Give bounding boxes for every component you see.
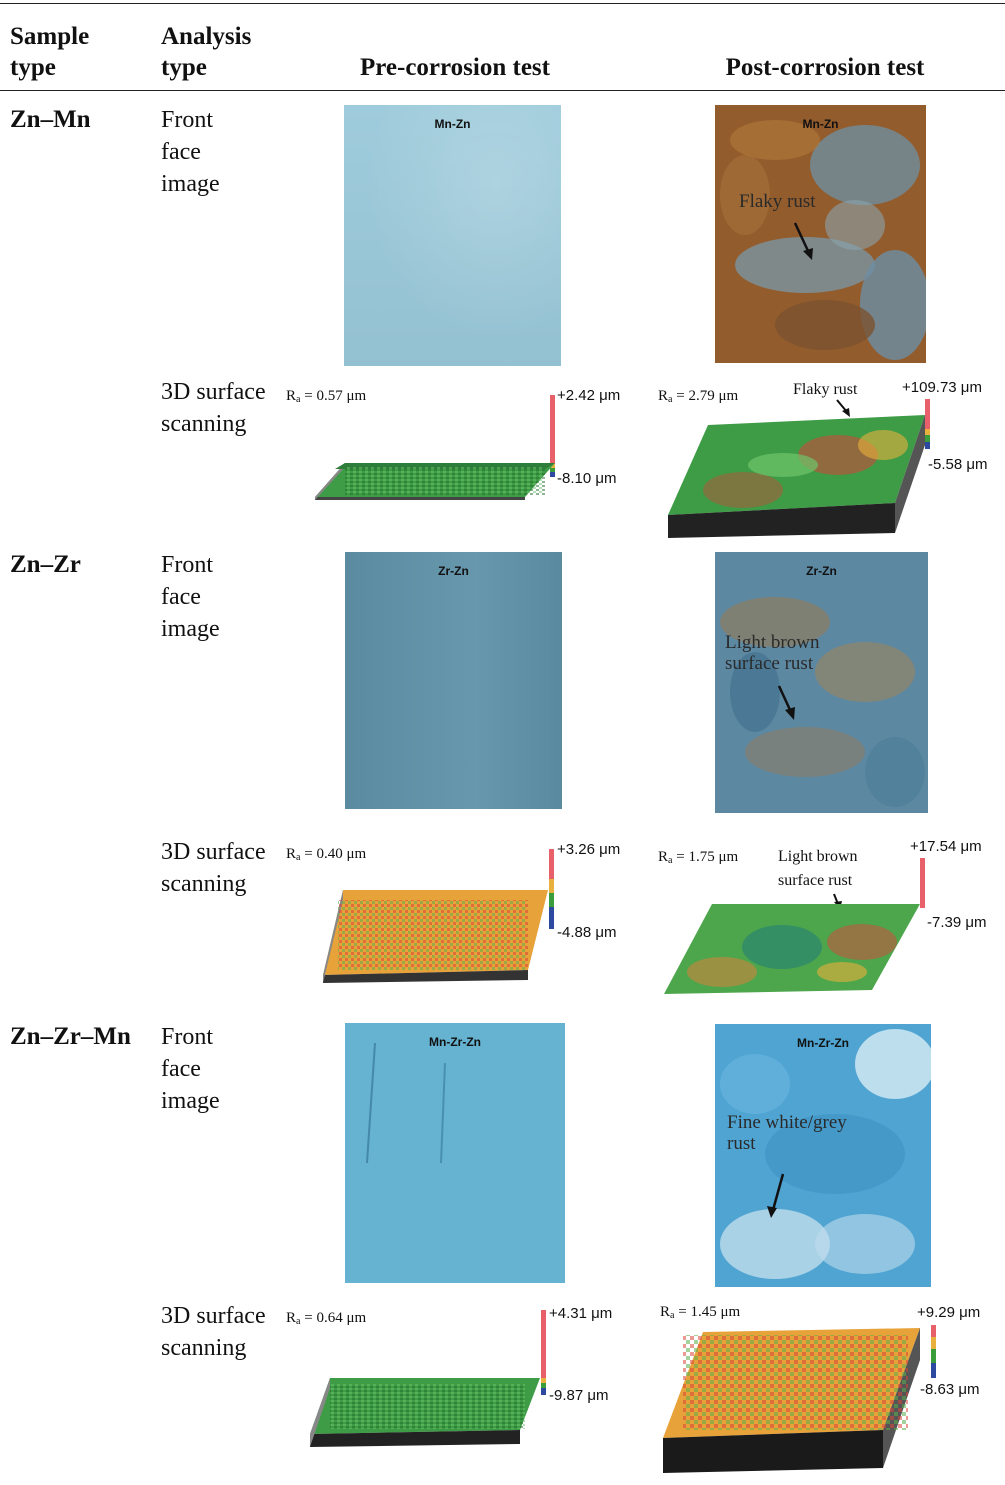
analysis-3d-scan-2: 3D surface scanning	[161, 839, 266, 897]
colorbar-pre-2	[549, 849, 554, 929]
pre-photo-zn-zr-mn: Mn-Zr-Zn	[345, 1023, 565, 1283]
surface-plot-pre-3	[310, 1378, 540, 1447]
pre-photo-label: Zr-Zn	[438, 564, 469, 578]
pre-max-2: +3.26 μm	[557, 841, 621, 858]
surface-plot-post-1	[668, 415, 925, 538]
post-photo-zn-zr: Zr-Zn Light brown surface rust	[715, 552, 928, 813]
analysis-3d-scan-3: 3D surface scanning	[161, 1303, 266, 1361]
post-max-3: +9.29 μm	[917, 1304, 981, 1321]
post-photo-annotation: Light brown surface rust	[725, 632, 820, 674]
header-sample-type: Sample type	[10, 23, 90, 81]
sample-zn-zr-mn: Zn–Zr–Mn	[10, 1023, 131, 1050]
pre-min-3: -9.87 μm	[549, 1387, 609, 1404]
surface-plot-pre-1	[315, 463, 555, 500]
post-photo-annotation: Flaky rust	[739, 191, 816, 212]
colorbar-post-1	[925, 399, 930, 449]
surface-plot-post-3	[663, 1328, 920, 1473]
top-rule	[0, 3, 1005, 4]
surface-plot-pre-2	[323, 890, 548, 983]
post-min-1: -5.58 μm	[928, 456, 988, 473]
analysis-front-face-1: Front face image	[161, 107, 220, 197]
arrow-icon	[767, 1173, 785, 1218]
post-scan-annotation-2: Light brown surface rust	[778, 848, 858, 889]
post-max-1: +109.73 μm	[902, 379, 982, 396]
pre-ra-3: Ra = 0.64 μm	[286, 1310, 367, 1327]
analysis-front-face-3: Front face image	[161, 1024, 220, 1114]
pre-min-1: -8.10 μm	[557, 470, 617, 487]
post-photo-zn-zr-mn: Mn-Zr-Zn Fine white/grey rust	[715, 1024, 931, 1287]
pre-photo-zn-mn: Mn-Zn	[344, 105, 561, 366]
pre-max-3: +4.31 μm	[549, 1305, 613, 1322]
pre-min-2: -4.88 μm	[557, 924, 617, 941]
arrow-icon	[777, 685, 795, 720]
header-pre-corrosion: Pre-corrosion test	[360, 54, 550, 81]
post-photo-annotation: Fine white/grey rust	[727, 1112, 847, 1154]
post-min-3: -8.63 μm	[920, 1381, 980, 1398]
post-ra-1: Ra = 2.79 μm	[658, 388, 739, 405]
post-max-2: +17.54 μm	[910, 838, 982, 855]
post-scan-annotation-1: Flaky rust	[793, 381, 858, 398]
header-post-corrosion: Post-corrosion test	[725, 54, 925, 81]
colorbar-post-2	[920, 858, 925, 908]
sample-zn-mn: Zn–Mn	[10, 106, 91, 133]
sample-zn-zr: Zn–Zr	[10, 551, 81, 578]
post-photo-label: Mn-Zn	[802, 117, 839, 131]
arrow-icon	[836, 399, 850, 417]
post-photo-zn-mn: Mn-Zn Flaky rust	[715, 105, 926, 363]
pre-ra-1: Ra = 0.57 μm	[286, 388, 367, 405]
pre-max-1: +2.42 μm	[557, 387, 621, 404]
post-min-2: -7.39 μm	[927, 914, 987, 931]
pre-photo-label: Mn-Zn	[434, 117, 471, 131]
post-ra-2: Ra = 1.75 μm	[658, 849, 739, 866]
analysis-front-face-2: Front face image	[161, 552, 220, 642]
analysis-3d-scan-1: 3D surface scanning	[161, 379, 266, 437]
header-rule	[0, 90, 1005, 91]
colorbar-post-3	[931, 1325, 936, 1378]
arrow-icon	[793, 222, 813, 260]
surface-plot-post-2	[664, 904, 920, 994]
colorbar-pre-3	[541, 1310, 546, 1395]
pre-photo-zn-zr: Zr-Zn	[345, 552, 562, 809]
pre-ra-2: Ra = 0.40 μm	[286, 846, 367, 863]
post-ra-3: Ra = 1.45 μm	[660, 1304, 741, 1321]
pre-photo-label: Mn-Zr-Zn	[429, 1035, 481, 1049]
post-photo-label: Mn-Zr-Zn	[797, 1036, 849, 1050]
header-analysis-type: Analysis type	[161, 23, 252, 81]
post-photo-label: Zr-Zn	[806, 564, 837, 578]
